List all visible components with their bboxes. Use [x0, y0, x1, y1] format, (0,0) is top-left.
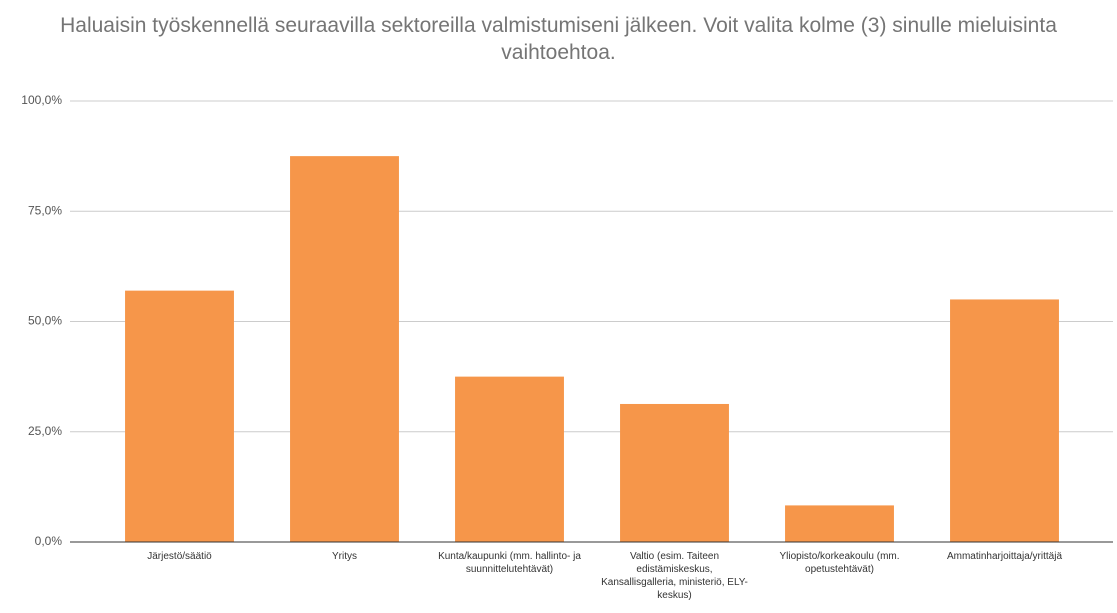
x-tick-label: Järjestö/säätiö — [147, 551, 212, 562]
x-tick-label: Yritys — [332, 551, 357, 562]
y-tick-label: 50,0% — [28, 314, 62, 328]
x-tick-label: Kunta/kaupunki (mm. hallinto- ja suunnit… — [438, 551, 581, 575]
y-tick-label: 100,0% — [21, 93, 62, 107]
bar — [785, 505, 894, 542]
bar — [125, 290, 234, 542]
y-tick-label: 25,0% — [28, 424, 62, 438]
bar — [950, 299, 1059, 542]
y-tick-label: 75,0% — [28, 203, 62, 217]
x-tick-label: Valtio (esim. Taiteen edistämiskeskus, K… — [601, 551, 748, 601]
bar — [290, 156, 399, 542]
x-tick-label: Yliopisto/korkeakoulu (mm. opetustehtävä… — [779, 551, 900, 575]
y-tick-label: 0,0% — [35, 534, 63, 548]
x-tick-label: Ammatinharjoittaja/yrittäjä — [946, 551, 1063, 562]
chart-title: Haluaisin työskennellä seuraavilla sekto… — [60, 14, 1057, 64]
bar — [620, 403, 729, 542]
bar — [455, 376, 564, 542]
